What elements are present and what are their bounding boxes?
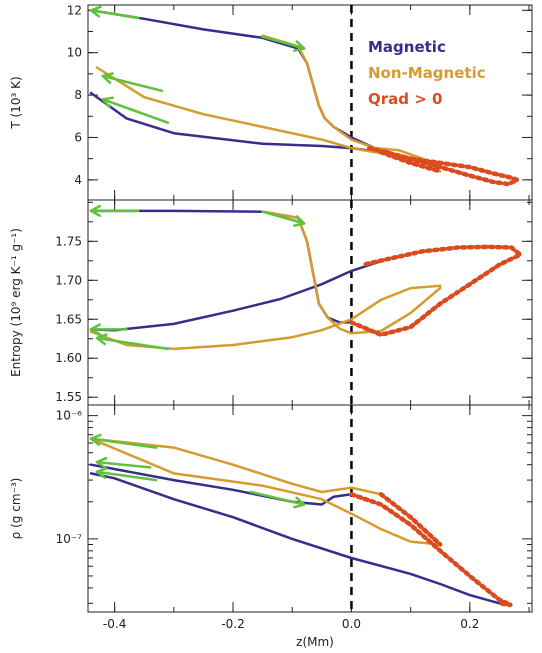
plot-frame [87, 4, 533, 201]
plot-area [89, 5, 523, 200]
plot-area [89, 405, 513, 612]
legend-label-non-magnetic: Non-Magnetic [368, 64, 486, 82]
arrow-shaft [101, 98, 170, 124]
direction-arrow [249, 490, 306, 509]
y-tick-label: 1.65 [55, 312, 82, 326]
series-line-non-magnetic [89, 210, 442, 351]
arrow-head [293, 40, 306, 52]
arrow-head [101, 96, 114, 109]
y-tick-label: 1.70 [55, 273, 82, 287]
direction-arrow [95, 467, 158, 482]
y-tick-label: 10 [67, 46, 82, 60]
arrow-head [89, 5, 102, 18]
direction-arrow [261, 35, 306, 52]
qrad-segment [378, 492, 443, 547]
y-tick-label: 4 [74, 173, 82, 187]
arrow-shaft [101, 74, 164, 93]
series-line-magnetic [89, 9, 519, 186]
panels: 4 6 8 10 12 T (10³ K) 1.55 1.60 1.65 1.70 1.75 Entr… [9, 3, 533, 631]
qrad-segment [366, 145, 523, 187]
legend: Magnetic Non-Magnetic Qrad > 0 [368, 38, 486, 108]
direction-arrow [89, 433, 158, 449]
arrow-shaft [89, 9, 140, 19]
x-tick-label: -0.4 [103, 617, 126, 631]
arrow-head [293, 496, 306, 509]
arrow-shaft [249, 490, 306, 506]
panel-density: 10⁻⁶ 10⁻⁷ ρ (g cm⁻³) -0.4 -0.2 0.0 0.2 [9, 404, 533, 631]
arrow-shaft [95, 336, 170, 351]
y-tick-label: 1.75 [55, 234, 82, 248]
arrow-shaft [261, 35, 306, 50]
arrow-head [293, 215, 306, 227]
arrow-head [95, 467, 108, 480]
plot-frame [87, 404, 533, 613]
x-tick-label: 0.2 [460, 617, 479, 631]
direction-arrow [95, 456, 152, 469]
plot-area [89, 200, 525, 405]
arrow-head [101, 72, 114, 85]
y-tick-label: 8 [74, 88, 82, 102]
qrad-segment [349, 244, 525, 338]
x-tick-label: -0.2 [221, 617, 244, 631]
direction-arrow [89, 323, 128, 336]
arrow-shaft [261, 210, 306, 225]
series-line-magnetic [89, 209, 522, 337]
arrow-head [89, 433, 102, 446]
legend-label-magnetic: Magnetic [368, 38, 446, 56]
panel-entropy: 1.55 1.60 1.65 1.70 1.75 Entropy (10⁹ erg K⁻¹… [9, 199, 533, 406]
x-tick-label: 0.0 [342, 617, 361, 631]
arrow-head [95, 456, 108, 469]
x-axis-label: z(Mm) [296, 635, 334, 649]
arrow-shaft [95, 460, 152, 469]
arrow-shaft [89, 437, 158, 449]
y-tick-label: 12 [67, 3, 82, 17]
direction-arrow [89, 204, 140, 217]
arrow-head [89, 323, 101, 336]
y-axis-label: T (10³ K) [9, 76, 23, 129]
direction-arrow [89, 5, 140, 19]
y-axis-label: ρ (g cm⁻³) [9, 478, 23, 540]
direction-arrow [261, 210, 306, 227]
direction-arrow [101, 72, 164, 93]
plot-frame [87, 199, 533, 406]
y-tick-label: 10⁻⁷ [56, 532, 83, 546]
y-tick-label: 10⁻⁶ [56, 409, 83, 423]
y-tick-label: 1.55 [55, 390, 82, 404]
arrow-shaft [95, 470, 158, 482]
y-tick-label: 1.60 [55, 351, 82, 365]
qrad-segment [378, 150, 443, 174]
arrow-head [89, 204, 101, 217]
y-tick-label: 6 [74, 130, 82, 144]
arrow-head [95, 333, 108, 346]
y-axis-label: Entropy (10⁹ erg K⁻¹ g⁻¹) [9, 228, 23, 377]
legend-label-qrad: Qrad > 0 [368, 90, 442, 108]
qrad-segment [349, 492, 513, 608]
direction-arrow [101, 96, 170, 124]
direction-arrow [95, 333, 170, 351]
panel-temperature: 4 6 8 10 12 T (10³ K) [9, 3, 533, 201]
